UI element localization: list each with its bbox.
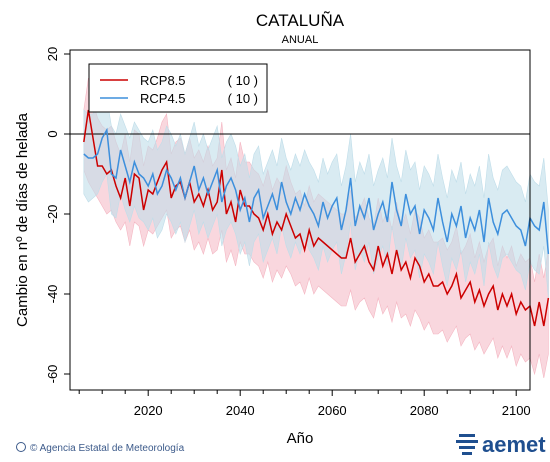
uncertainty-bands <box>83 77 549 379</box>
x-tick-label: 2060 <box>318 403 347 418</box>
copyright-icon <box>16 442 26 452</box>
chart-subtitle: ANUAL <box>282 34 319 46</box>
y-tick-label: -20 <box>45 205 60 224</box>
y-tick-label: 0 <box>45 130 60 137</box>
y-tick-label: 20 <box>45 47 60 61</box>
aemet-brand-text: aemet <box>482 432 546 457</box>
series-line-rcp85 <box>83 109 550 327</box>
aemet-logo: aemet <box>456 432 546 457</box>
legend-count-rcp45: ( 10 ) <box>228 91 258 106</box>
y-axis-label: Cambio en nº de días de helada <box>14 112 31 327</box>
x-tick-label: 2100 <box>502 403 531 418</box>
x-axis: 2020 2040 2060 2080 2100 <box>78 390 531 418</box>
x-tick-label: 2080 <box>410 403 439 418</box>
legend: RCP8.5 ( 10 ) RCP4.5 ( 10 ) <box>88 63 268 113</box>
series-lines <box>83 109 550 327</box>
legend-box <box>88 63 268 113</box>
plot-frame <box>69 49 531 391</box>
y-tick-label: -60 <box>45 365 60 384</box>
footer-credit: © Agencia Estatal de Meteorología <box>16 442 185 454</box>
x-axis-label: Año <box>287 430 314 447</box>
legend-count-rcp85: ( 10 ) <box>228 73 258 88</box>
aemet-logo-mark-icon <box>456 434 478 455</box>
series-line-rcp45 <box>83 127 550 255</box>
legend-label-rcp85: RCP8.5 <box>140 73 186 88</box>
y-axis: 20 0 -20 -40 -60 <box>45 47 70 384</box>
x-minor-ticks <box>78 390 517 396</box>
x-tick-label: 2040 <box>226 403 255 418</box>
y-tick-label: -40 <box>45 285 60 304</box>
x-tick-label: 2020 <box>134 403 163 418</box>
legend-label-rcp45: RCP4.5 <box>140 91 186 106</box>
chart-title: CATALUÑA <box>256 11 345 30</box>
credit-text: © Agencia Estatal de Meteorología <box>30 443 185 454</box>
